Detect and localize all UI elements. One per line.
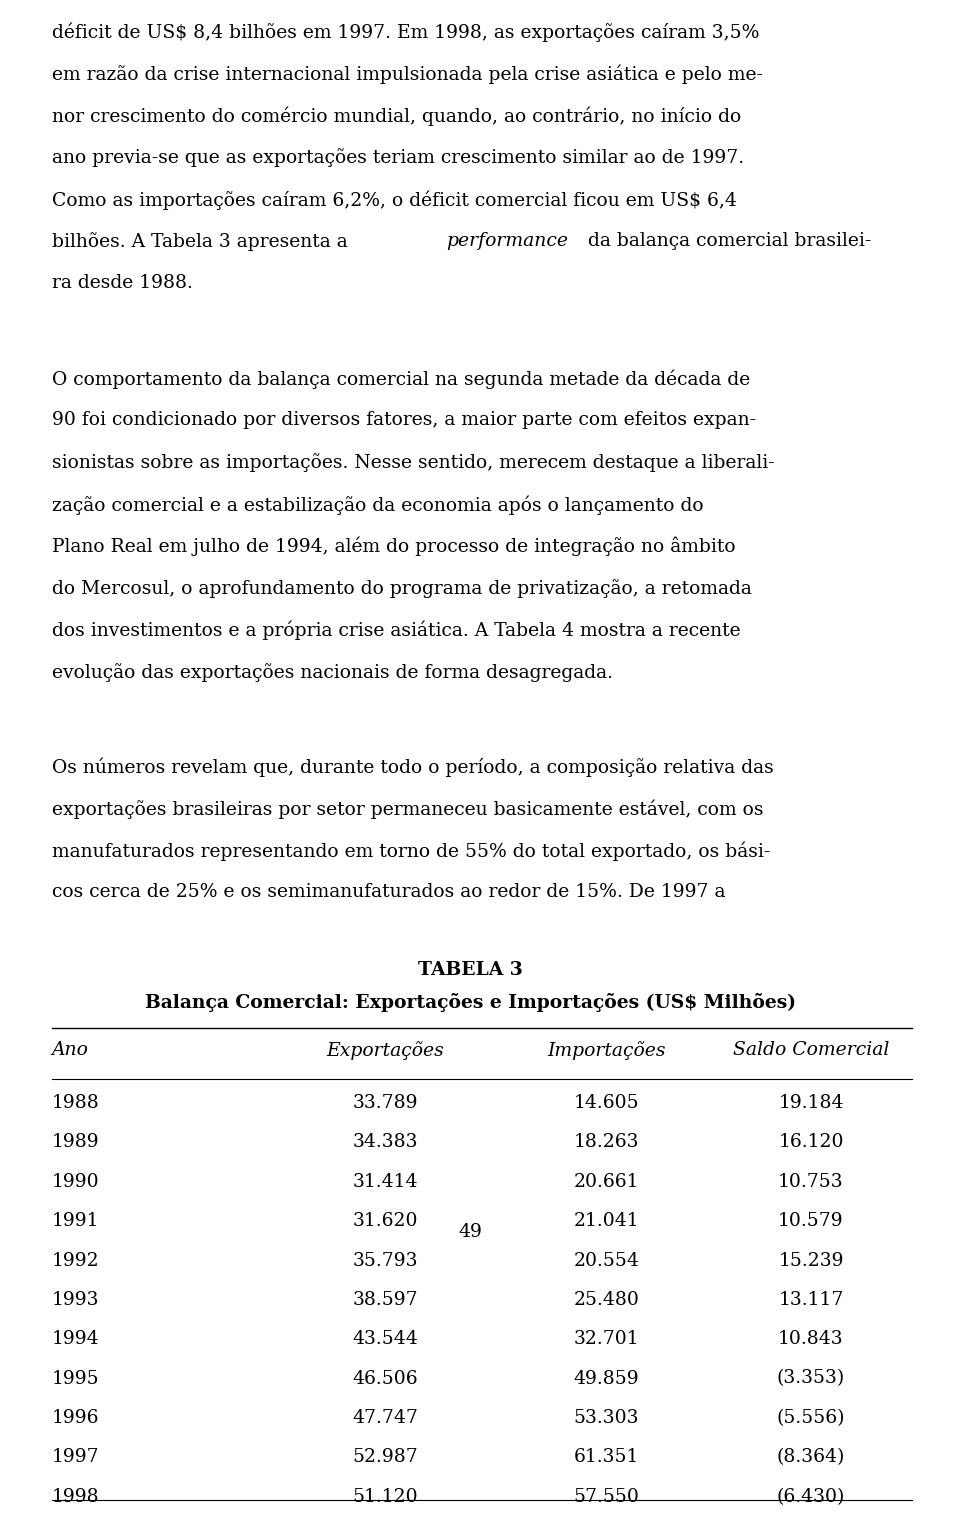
Text: 1989: 1989 bbox=[52, 1134, 99, 1152]
Text: 25.480: 25.480 bbox=[573, 1291, 639, 1309]
Text: 1994: 1994 bbox=[52, 1331, 99, 1349]
Text: Como as importações caíram 6,2%, o déficit comercial ficou em US$ 6,4: Como as importações caíram 6,2%, o défic… bbox=[52, 191, 736, 211]
Text: 32.701: 32.701 bbox=[574, 1331, 639, 1349]
Text: ra desde 1988.: ra desde 1988. bbox=[52, 275, 193, 291]
Text: 15.239: 15.239 bbox=[779, 1251, 844, 1270]
Text: 38.597: 38.597 bbox=[352, 1291, 419, 1309]
Text: 14.605: 14.605 bbox=[574, 1094, 639, 1112]
Text: 57.550: 57.550 bbox=[573, 1488, 639, 1506]
Text: 43.544: 43.544 bbox=[352, 1331, 419, 1349]
Text: 10.843: 10.843 bbox=[779, 1331, 844, 1349]
Text: 53.303: 53.303 bbox=[574, 1408, 639, 1427]
Text: 49: 49 bbox=[458, 1224, 482, 1241]
Text: exportações brasileiras por setor permaneceu basicamente estável, com os: exportações brasileiras por setor perman… bbox=[52, 800, 763, 819]
Text: performance: performance bbox=[446, 232, 568, 250]
Text: 1993: 1993 bbox=[52, 1291, 99, 1309]
Text: da balança comercial brasilei-: da balança comercial brasilei- bbox=[582, 232, 871, 250]
Text: (8.364): (8.364) bbox=[777, 1448, 845, 1466]
Text: 1996: 1996 bbox=[52, 1408, 99, 1427]
Text: 19.184: 19.184 bbox=[779, 1094, 844, 1112]
Text: 1992: 1992 bbox=[52, 1251, 99, 1270]
Text: manufaturados representando em torno de 55% do total exportado, os bási-: manufaturados representando em torno de … bbox=[52, 841, 770, 861]
Text: 10.753: 10.753 bbox=[779, 1173, 844, 1190]
Text: nor crescimento do comércio mundial, quando, ao contrário, no início do: nor crescimento do comércio mundial, qua… bbox=[52, 107, 741, 127]
Text: 31.414: 31.414 bbox=[352, 1173, 419, 1190]
Text: 51.120: 51.120 bbox=[352, 1488, 419, 1506]
Text: TABELA 3: TABELA 3 bbox=[418, 961, 522, 978]
Text: (5.556): (5.556) bbox=[777, 1408, 846, 1427]
Text: 21.041: 21.041 bbox=[574, 1212, 639, 1230]
Text: 20.661: 20.661 bbox=[574, 1173, 639, 1190]
Text: 1998: 1998 bbox=[52, 1488, 99, 1506]
Text: 10.579: 10.579 bbox=[779, 1212, 844, 1230]
Text: O comportamento da balança comercial na segunda metade da década de: O comportamento da balança comercial na … bbox=[52, 369, 750, 389]
Text: ano previa-se que as exportações teriam crescimento similar ao de 1997.: ano previa-se que as exportações teriam … bbox=[52, 148, 744, 168]
Text: bilhões. A Tabela 3 apresenta a: bilhões. A Tabela 3 apresenta a bbox=[52, 232, 353, 252]
Text: sionistas sobre as importações. Nesse sentido, merecem destaque a liberali-: sionistas sobre as importações. Nesse se… bbox=[52, 453, 775, 472]
Text: 61.351: 61.351 bbox=[574, 1448, 639, 1466]
Text: do Mercosul, o aprofundamento do programa de privatização, a retomada: do Mercosul, o aprofundamento do program… bbox=[52, 578, 752, 598]
Text: déficit de US$ 8,4 bilhões em 1997. Em 1998, as exportações caíram 3,5%: déficit de US$ 8,4 bilhões em 1997. Em 1… bbox=[52, 23, 759, 43]
Text: Exportações: Exportações bbox=[326, 1041, 444, 1059]
Text: 1988: 1988 bbox=[52, 1094, 100, 1112]
Text: (6.430): (6.430) bbox=[777, 1488, 845, 1506]
Text: 33.789: 33.789 bbox=[352, 1094, 419, 1112]
Text: 46.506: 46.506 bbox=[352, 1369, 419, 1387]
Text: evolução das exportações nacionais de forma desagregada.: evolução das exportações nacionais de fo… bbox=[52, 662, 612, 682]
Text: 1995: 1995 bbox=[52, 1369, 99, 1387]
Text: 1997: 1997 bbox=[52, 1448, 99, 1466]
Text: 18.263: 18.263 bbox=[574, 1134, 639, 1152]
Text: 47.747: 47.747 bbox=[352, 1408, 419, 1427]
Text: 52.987: 52.987 bbox=[352, 1448, 419, 1466]
Text: Ano: Ano bbox=[52, 1041, 88, 1059]
Text: 16.120: 16.120 bbox=[779, 1134, 844, 1152]
Text: Balança Comercial: Exportações e Importações (US$ Milhões): Balança Comercial: Exportações e Importa… bbox=[145, 992, 796, 1012]
Text: 35.793: 35.793 bbox=[352, 1251, 419, 1270]
Text: (3.353): (3.353) bbox=[777, 1369, 845, 1387]
Text: cos cerca de 25% e os semimanufaturados ao redor de 15%. De 1997 a: cos cerca de 25% e os semimanufaturados … bbox=[52, 884, 725, 902]
Text: 1991: 1991 bbox=[52, 1212, 99, 1230]
Text: 1990: 1990 bbox=[52, 1173, 99, 1190]
Text: Os números revelam que, durante todo o período, a composição relativa das: Os números revelam que, durante todo o p… bbox=[52, 758, 774, 777]
Text: 13.117: 13.117 bbox=[779, 1291, 844, 1309]
Text: 49.859: 49.859 bbox=[574, 1369, 639, 1387]
Text: 34.383: 34.383 bbox=[352, 1134, 419, 1152]
Text: Importações: Importações bbox=[547, 1041, 666, 1059]
Text: dos investimentos e a própria crise asiática. A Tabela 4 mostra a recente: dos investimentos e a própria crise asiá… bbox=[52, 621, 740, 641]
Text: zação comercial e a estabilização da economia após o lançamento do: zação comercial e a estabilização da eco… bbox=[52, 494, 704, 514]
Text: Saldo Comercial: Saldo Comercial bbox=[732, 1041, 889, 1059]
Text: 20.554: 20.554 bbox=[573, 1251, 639, 1270]
Text: Plano Real em julho de 1994, além do processo de integração no âmbito: Plano Real em julho de 1994, além do pro… bbox=[52, 537, 735, 557]
Text: 90 foi condicionado por diversos fatores, a maior parte com efeitos expan-: 90 foi condicionado por diversos fatores… bbox=[52, 410, 756, 429]
Text: 31.620: 31.620 bbox=[352, 1212, 419, 1230]
Text: em razão da crise internacional impulsionada pela crise asiática e pelo me-: em razão da crise internacional impulsio… bbox=[52, 64, 762, 84]
